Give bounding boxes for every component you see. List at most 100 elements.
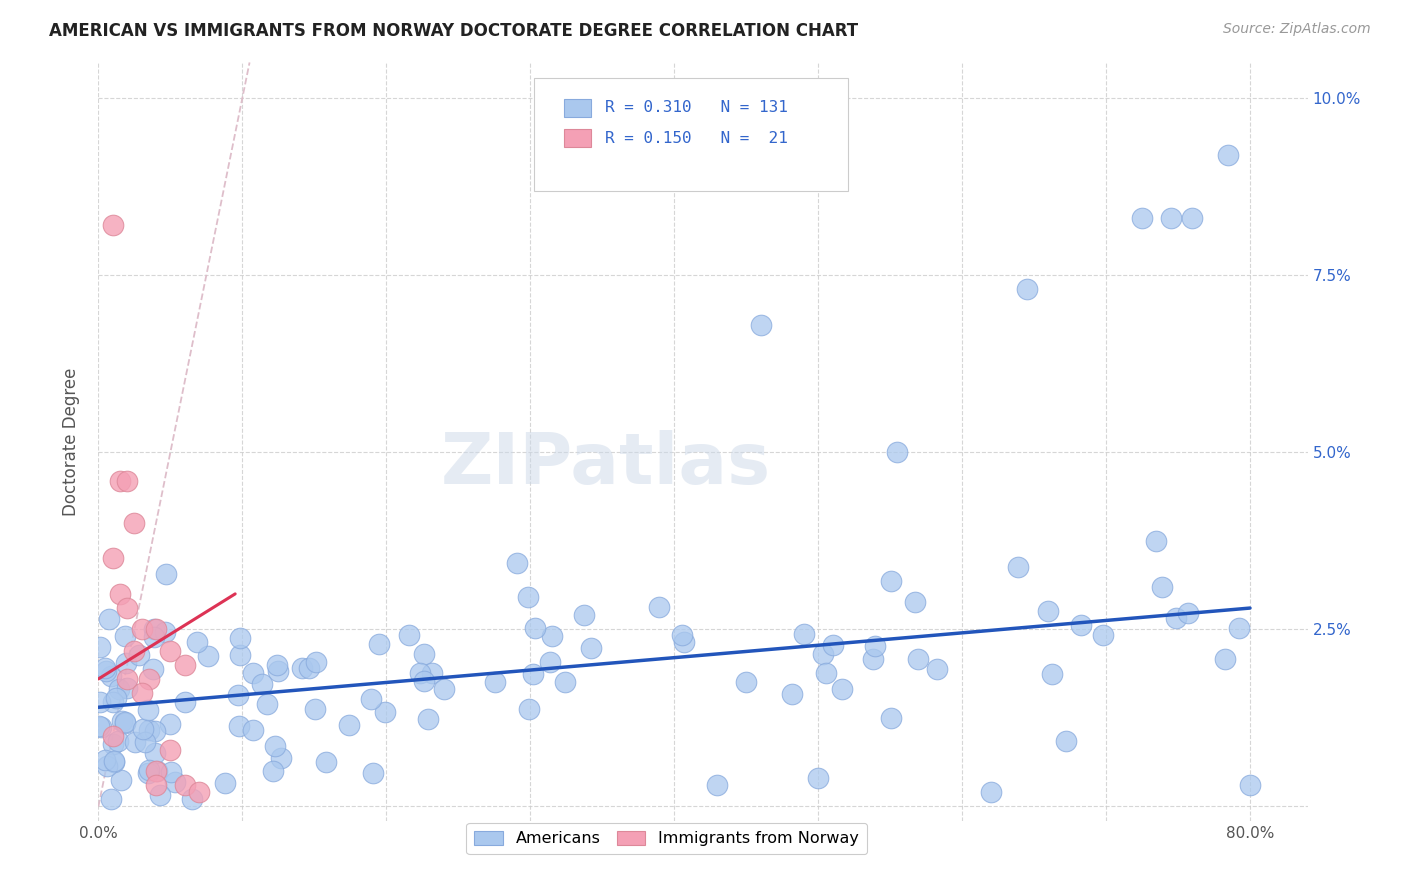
- Point: [107, 733, 129, 747]
- Bar: [564, 99, 591, 117]
- Point: [256, 697, 278, 711]
- Point: [1181, 211, 1204, 226]
- Point: [413, 647, 436, 661]
- Point: [114, 715, 136, 730]
- Point: [180, 792, 202, 806]
- Point: [1040, 667, 1063, 681]
- Point: [197, 649, 219, 664]
- Point: [886, 445, 908, 459]
- Point: [153, 624, 176, 639]
- Point: [522, 667, 544, 681]
- Legend: Americans, Immigrants from Norway: Americans, Immigrants from Norway: [467, 822, 868, 855]
- Point: [89, 695, 111, 709]
- Point: [136, 703, 159, 717]
- Point: [115, 681, 138, 695]
- Point: [145, 764, 167, 778]
- Point: [1015, 282, 1038, 296]
- Point: [145, 623, 167, 637]
- Point: [408, 665, 430, 680]
- Point: [101, 695, 124, 709]
- Point: [541, 630, 564, 644]
- Point: [807, 771, 830, 785]
- Point: [1213, 652, 1236, 666]
- Point: [110, 714, 132, 729]
- Point: [138, 723, 160, 737]
- Point: [104, 691, 127, 706]
- Point: [363, 765, 385, 780]
- Point: [1007, 559, 1029, 574]
- Point: [516, 590, 538, 604]
- Text: ZIPatlas: ZIPatlas: [441, 430, 772, 499]
- Point: [110, 773, 132, 788]
- Point: [142, 662, 165, 676]
- Point: [1160, 211, 1182, 226]
- Text: R = 0.310   N = 131: R = 0.310 N = 131: [605, 101, 787, 115]
- Point: [865, 639, 887, 653]
- Point: [579, 640, 602, 655]
- Point: [337, 718, 360, 732]
- Point: [188, 785, 211, 799]
- Point: [270, 751, 292, 765]
- Point: [1239, 778, 1261, 792]
- Point: [100, 792, 122, 806]
- Point: [821, 638, 844, 652]
- Text: Source: ZipAtlas.com: Source: ZipAtlas.com: [1223, 22, 1371, 37]
- Point: [1218, 147, 1240, 161]
- Point: [242, 666, 264, 681]
- Point: [228, 648, 250, 662]
- Point: [420, 665, 443, 680]
- Point: [315, 755, 337, 769]
- Point: [173, 657, 195, 672]
- Point: [186, 634, 208, 648]
- Point: [671, 628, 693, 642]
- Point: [1144, 533, 1167, 548]
- Point: [108, 587, 131, 601]
- Point: [1070, 617, 1092, 632]
- Point: [517, 702, 540, 716]
- Point: [159, 743, 181, 757]
- Point: [101, 219, 124, 233]
- Point: [831, 681, 853, 696]
- Point: [114, 629, 136, 643]
- Point: [100, 669, 122, 683]
- Point: [433, 681, 456, 696]
- Point: [138, 763, 160, 777]
- Point: [904, 595, 927, 609]
- Point: [706, 778, 728, 792]
- Point: [538, 655, 561, 669]
- Point: [506, 556, 529, 570]
- Point: [412, 674, 434, 689]
- Point: [103, 754, 125, 768]
- Point: [149, 788, 172, 802]
- Point: [143, 622, 166, 636]
- Point: [142, 630, 165, 644]
- Point: [94, 753, 117, 767]
- Point: [291, 661, 314, 675]
- Point: [160, 765, 183, 780]
- Point: [266, 658, 288, 673]
- Point: [145, 778, 167, 792]
- Point: [138, 672, 160, 686]
- Point: [226, 689, 249, 703]
- Point: [880, 574, 903, 589]
- Point: [1164, 611, 1187, 625]
- Point: [360, 692, 382, 706]
- Point: [1227, 621, 1250, 635]
- Point: [124, 643, 146, 657]
- Point: [131, 686, 153, 700]
- Point: [101, 737, 124, 751]
- Point: [264, 739, 287, 753]
- Point: [146, 764, 169, 779]
- Point: [165, 775, 187, 789]
- Point: [115, 474, 138, 488]
- Point: [93, 661, 115, 675]
- Point: [89, 640, 111, 654]
- Point: [554, 674, 576, 689]
- Point: [89, 719, 111, 733]
- Point: [132, 722, 155, 736]
- Point: [862, 652, 884, 666]
- Point: [131, 623, 153, 637]
- Point: [367, 637, 389, 651]
- FancyBboxPatch shape: [534, 78, 848, 191]
- Point: [136, 765, 159, 780]
